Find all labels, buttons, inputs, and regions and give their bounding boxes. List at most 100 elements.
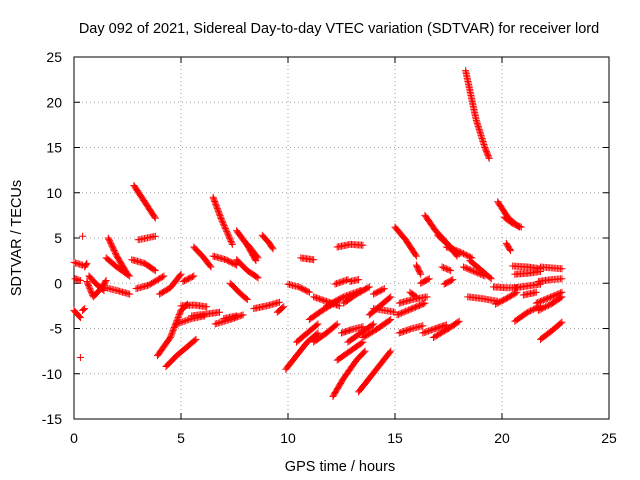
data-point	[337, 278, 345, 286]
data-point	[227, 237, 235, 245]
data-point	[532, 299, 540, 307]
x-tick-label: 15	[387, 430, 403, 446]
data-point	[411, 292, 419, 300]
data-point	[169, 326, 177, 334]
data-point	[440, 264, 448, 272]
data-point	[423, 328, 431, 336]
data-point	[365, 283, 373, 291]
data-point	[342, 276, 350, 284]
data-point	[159, 273, 167, 281]
data-point	[423, 293, 431, 301]
data-point	[487, 275, 495, 283]
data-point	[424, 275, 432, 283]
data-point	[218, 216, 226, 224]
data-point	[444, 265, 452, 273]
data-point	[151, 232, 159, 240]
data-point	[454, 247, 462, 255]
data-point	[395, 329, 403, 337]
data-point	[268, 244, 276, 252]
x-tick-label: 0	[70, 430, 78, 446]
y-tick-label: 15	[46, 140, 62, 156]
data-point	[545, 294, 553, 302]
data-point	[448, 276, 456, 284]
data-point	[174, 314, 182, 322]
data-point	[331, 280, 339, 288]
y-tick-label: 10	[46, 185, 62, 201]
y-tick-label: 5	[54, 230, 62, 246]
data-point	[228, 239, 236, 247]
data-point	[465, 265, 473, 273]
data-point	[76, 314, 84, 322]
data-point	[539, 304, 547, 312]
data-point	[160, 272, 168, 280]
data-point	[448, 245, 456, 253]
data-point	[393, 311, 401, 319]
data-point	[224, 230, 232, 238]
data-point	[279, 304, 287, 312]
data-point	[335, 302, 343, 310]
data-point	[537, 297, 545, 305]
data-point	[455, 317, 463, 325]
data-point	[419, 329, 427, 337]
data-point	[457, 248, 465, 256]
data-point	[524, 308, 532, 316]
data-point	[223, 227, 231, 235]
data-point	[335, 279, 343, 287]
data-point	[510, 220, 518, 228]
data-point	[516, 223, 524, 231]
data-point	[398, 328, 406, 336]
data-point	[426, 327, 434, 335]
data-point	[527, 307, 535, 315]
data-point	[221, 223, 229, 231]
y-axis-label: SDTVAR / TECUs	[9, 180, 25, 296]
data-point	[419, 322, 427, 330]
data-point	[442, 243, 450, 251]
data-point	[386, 348, 394, 356]
data-point	[387, 293, 395, 301]
data-point	[534, 299, 542, 307]
data-point	[175, 312, 183, 320]
data-point	[222, 226, 230, 234]
y-tick-labels: -15 -10 -5 0 5 10 15 20 25	[42, 49, 62, 427]
data-point	[171, 321, 179, 329]
data-point	[340, 277, 348, 285]
data-point	[534, 306, 542, 314]
data-point	[314, 320, 322, 328]
data-point	[310, 293, 318, 301]
data-point	[225, 233, 233, 241]
data-point	[124, 271, 132, 279]
data-point	[207, 263, 215, 271]
data-points	[70, 67, 566, 400]
data-point	[444, 244, 452, 252]
data-point	[455, 248, 463, 256]
data-point	[304, 288, 312, 296]
data-point	[447, 267, 455, 275]
data-point	[321, 297, 329, 305]
data-point	[407, 325, 415, 333]
data-point	[532, 288, 540, 296]
data-point	[341, 277, 349, 285]
x-tick-labels: 0 5 10 15 20 25	[70, 430, 617, 446]
data-point	[341, 292, 349, 300]
data-point	[305, 288, 313, 296]
data-point	[170, 324, 178, 332]
data-point	[218, 217, 226, 225]
data-point	[151, 267, 159, 275]
data-point	[275, 298, 283, 306]
data-point	[225, 232, 233, 240]
y-tick-label: 25	[46, 49, 62, 65]
data-point	[79, 232, 87, 240]
data-point	[83, 259, 91, 267]
data-point	[552, 291, 560, 299]
data-point	[223, 229, 231, 237]
data-point	[183, 316, 191, 324]
data-point	[313, 294, 321, 302]
data-point	[239, 311, 247, 319]
data-point	[535, 298, 543, 306]
data-point	[82, 261, 90, 269]
data-point	[420, 329, 428, 337]
data-point	[219, 219, 227, 227]
data-point	[76, 313, 84, 321]
data-point	[525, 308, 533, 316]
data-point	[449, 276, 457, 284]
